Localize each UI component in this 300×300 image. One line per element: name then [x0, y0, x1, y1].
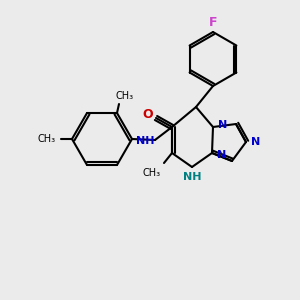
Text: CH₃: CH₃: [143, 168, 161, 178]
Text: NH: NH: [136, 136, 154, 146]
Text: N: N: [218, 120, 228, 130]
Text: N: N: [251, 137, 261, 147]
Text: O: O: [143, 107, 153, 121]
Text: CH₃: CH₃: [38, 134, 56, 144]
Text: N: N: [218, 150, 226, 160]
Text: NH: NH: [183, 172, 201, 182]
Text: CH₃: CH₃: [116, 91, 134, 101]
Text: F: F: [209, 16, 217, 29]
